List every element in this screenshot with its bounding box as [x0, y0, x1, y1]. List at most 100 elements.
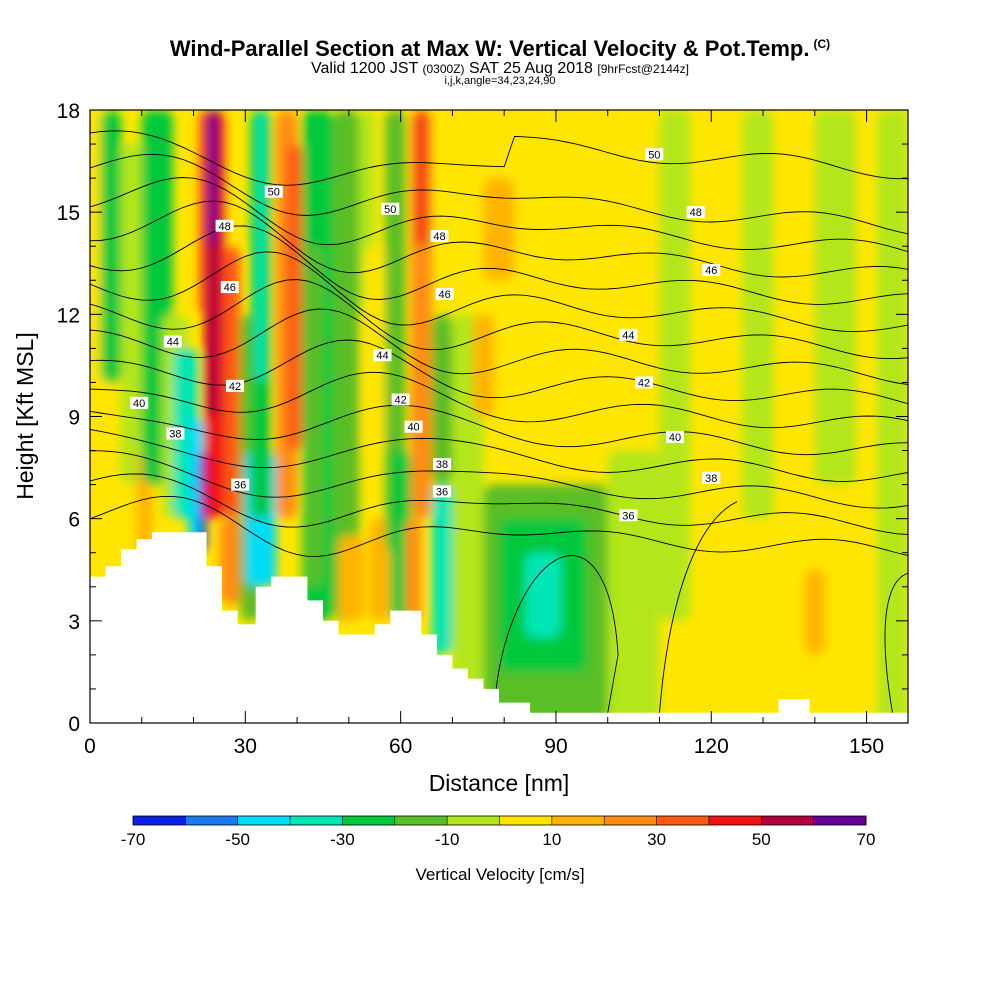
colorbar-bin: [656, 816, 710, 825]
w-region-40: [659, 110, 691, 621]
theta-label-46: 46: [435, 287, 454, 301]
w-region-30: [405, 518, 422, 621]
colorbar-bin: [447, 816, 500, 825]
y-tick-label: 12: [57, 304, 80, 327]
w-region-44: [473, 314, 494, 417]
theta-label-text: 50: [648, 149, 660, 161]
theta-label-44: 44: [163, 335, 182, 349]
theta-label-text: 38: [169, 429, 181, 441]
y-tick-label: 0: [68, 713, 80, 736]
w-region-46: [804, 569, 826, 655]
theta-contour-38: [90, 450, 908, 509]
theta-contour-37: [90, 473, 908, 535]
theta-contour-39: [90, 429, 908, 482]
theta-label-text: 46: [224, 282, 236, 294]
w-region-34: [431, 314, 453, 485]
theta-label-text: 42: [229, 381, 241, 393]
theta-contour-49: [90, 153, 908, 235]
forecast-info: [9hrFcst@2144z]: [597, 62, 689, 76]
theta-contour-47: [90, 200, 908, 278]
colorbar-bin: [708, 816, 762, 825]
theta-label-38: 38: [702, 471, 721, 485]
colorbar-bin: [813, 816, 867, 825]
theta-label-text: 36: [622, 510, 634, 522]
theta-contour-50: [90, 130, 908, 186]
theta-label-44: 44: [619, 328, 638, 342]
w-region-45: [483, 178, 515, 281]
x-tick-label: 90: [544, 735, 567, 758]
x-tick-label: 150: [849, 735, 884, 758]
w-region-35: [452, 314, 484, 723]
colorbar-bin: [342, 816, 396, 825]
colorbar-bin: [133, 816, 186, 825]
colorbar-bin: [604, 816, 658, 825]
theta-label-text: 44: [376, 350, 388, 362]
x-tick-label: 60: [389, 735, 412, 758]
w-region-28: [385, 110, 406, 553]
theta-label-42: 42: [391, 393, 410, 406]
w-region-14: [219, 518, 246, 604]
w-region-41: [742, 110, 774, 519]
theta-label-text: 40: [407, 422, 419, 434]
theta-label-text: 44: [167, 337, 179, 349]
theta-label-text: 42: [638, 377, 650, 389]
terrain-mask: [90, 532, 908, 723]
valid-time-line: Valid 1200 JST (0300Z) SAT 25 Aug 2018 […: [0, 60, 1000, 78]
colorbar-tick-label: -70: [121, 830, 146, 849]
w-region-12: [208, 110, 217, 247]
theta-label-46: 46: [220, 281, 239, 294]
theta-label-48: 48: [430, 230, 449, 243]
theta-label-48: 48: [686, 206, 705, 219]
theta-contour-41: [90, 371, 908, 429]
theta-label-text: 48: [690, 207, 702, 219]
theta-label-50: 50: [645, 148, 664, 161]
y-axis-label: Height [Kft MSL]: [12, 332, 38, 499]
chart-title: Wind-Parallel Section at Max W: Vertical…: [0, 36, 1000, 62]
theta-label-38: 38: [433, 458, 452, 471]
y-tick-label: 18: [57, 100, 80, 123]
colorbar-tick-label: -10: [435, 830, 460, 849]
theta-label-42: 42: [225, 379, 244, 393]
y-tick-label: 3: [68, 611, 80, 634]
colorbar: -70 -50 -30 -10 10 30 50 70: [121, 815, 875, 849]
w-region-42: [814, 110, 857, 485]
colorbar-bin: [237, 816, 291, 825]
theta-contour-48: [90, 177, 908, 253]
terrain: [90, 532, 908, 723]
valid-date: SAT 25 Aug 2018: [469, 60, 593, 77]
theta-contour-36: [90, 495, 908, 557]
theta-label-36: 36: [619, 509, 638, 522]
colorbar-tick-label: -50: [225, 830, 250, 849]
y-tick-label: 15: [57, 202, 80, 225]
theta-label-50: 50: [381, 202, 400, 216]
w-region-25: [338, 535, 365, 621]
theta-contour-45: [90, 251, 908, 333]
theta-label-40: 40: [130, 396, 149, 410]
theta-contour-44: [90, 279, 908, 360]
theta-label-text: 48: [218, 221, 230, 233]
theta-label-36: 36: [231, 478, 250, 492]
theta-label-text: 38: [436, 459, 448, 471]
theta-label-text: 50: [384, 204, 396, 216]
colorbar-tick-label: 10: [542, 830, 561, 849]
copyright-mark: (C): [813, 36, 831, 51]
colorbar-bin: [761, 816, 815, 825]
x-tick-label: 120: [694, 735, 729, 758]
y-tick-label: 9: [68, 407, 80, 430]
valid-utc: (0300Z): [422, 62, 465, 76]
colorbar-tick-label: 30: [647, 830, 666, 849]
colorbar-tick-label: -30: [330, 830, 355, 849]
w-region-33: [431, 484, 453, 655]
theta-label-text: 44: [622, 330, 634, 342]
x-tick-label: 30: [234, 735, 257, 758]
x-axis-label: Distance [nm]: [429, 770, 570, 796]
theta-contour-40: [90, 404, 908, 456]
grid-info: i,j,k,angle=34,23,24,90: [444, 75, 556, 87]
theta-label-48: 48: [215, 219, 234, 233]
colorbar-bin: [499, 816, 553, 825]
theta-label-40: 40: [404, 420, 423, 434]
low-level-contour: [493, 555, 619, 713]
w-region-23: [333, 110, 360, 621]
